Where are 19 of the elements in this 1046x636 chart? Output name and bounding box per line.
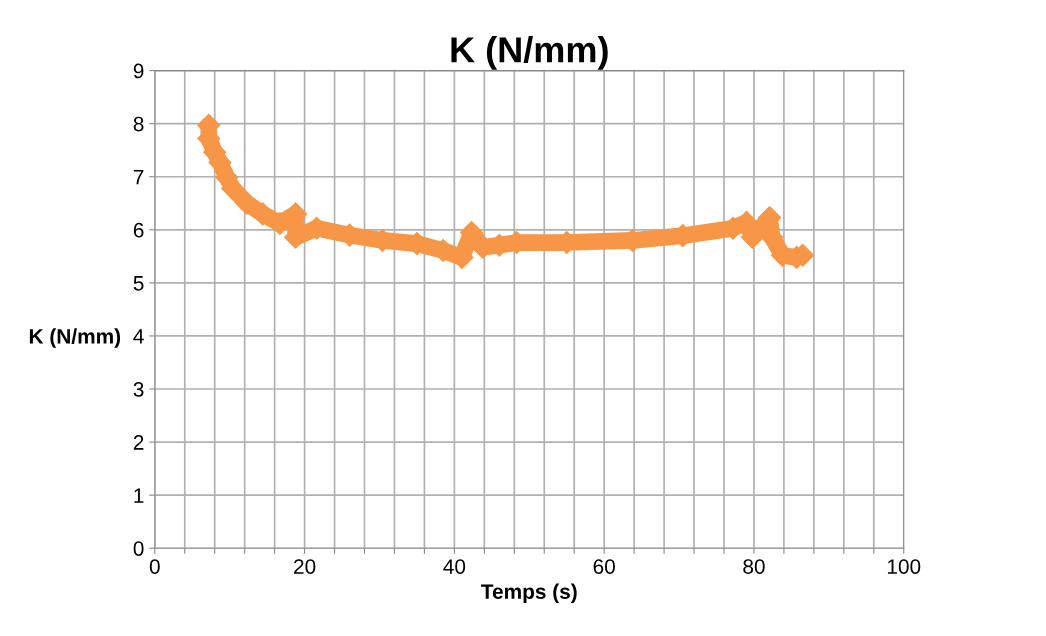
- chart-title: K (N/mm): [451, 36, 608, 70]
- x-axis-title: Temps (s): [481, 583, 577, 604]
- x-tick-label: 100: [887, 559, 921, 574]
- y-axis-title: K (N/mm): [29, 328, 121, 348]
- y-tick-label: 5: [133, 276, 144, 291]
- x-tick-label: 0: [149, 559, 160, 574]
- y-tick-label: 6: [133, 222, 144, 238]
- x-tick-label: 80: [743, 559, 765, 574]
- y-tick-label: 8: [133, 116, 144, 132]
- y-tick-label: 3: [133, 382, 144, 397]
- y-tick-label: 1: [134, 488, 144, 503]
- y-tick-label: 0: [133, 541, 144, 556]
- y-tick-label: 4: [133, 329, 144, 344]
- x-tick-label: 60: [593, 559, 615, 574]
- y-tick-label: 2: [133, 435, 144, 450]
- x-tick-label: 40: [443, 559, 466, 574]
- x-tick-label: 20: [294, 559, 316, 574]
- y-tick-label: 9: [133, 63, 144, 79]
- y-tick-label: 7: [133, 169, 144, 185]
